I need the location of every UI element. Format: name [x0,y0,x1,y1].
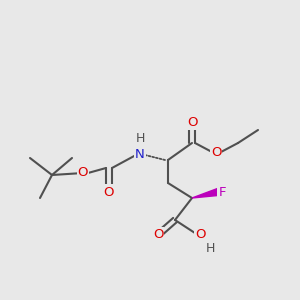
Text: N: N [135,148,145,161]
Polygon shape [192,189,219,198]
Text: O: O [187,116,197,128]
Text: O: O [195,229,205,242]
Text: O: O [78,167,88,179]
Text: O: O [153,229,163,242]
Text: H: H [205,242,215,254]
Text: H: H [135,131,145,145]
Text: F: F [218,185,226,199]
Text: O: O [211,146,221,158]
Text: O: O [104,185,114,199]
